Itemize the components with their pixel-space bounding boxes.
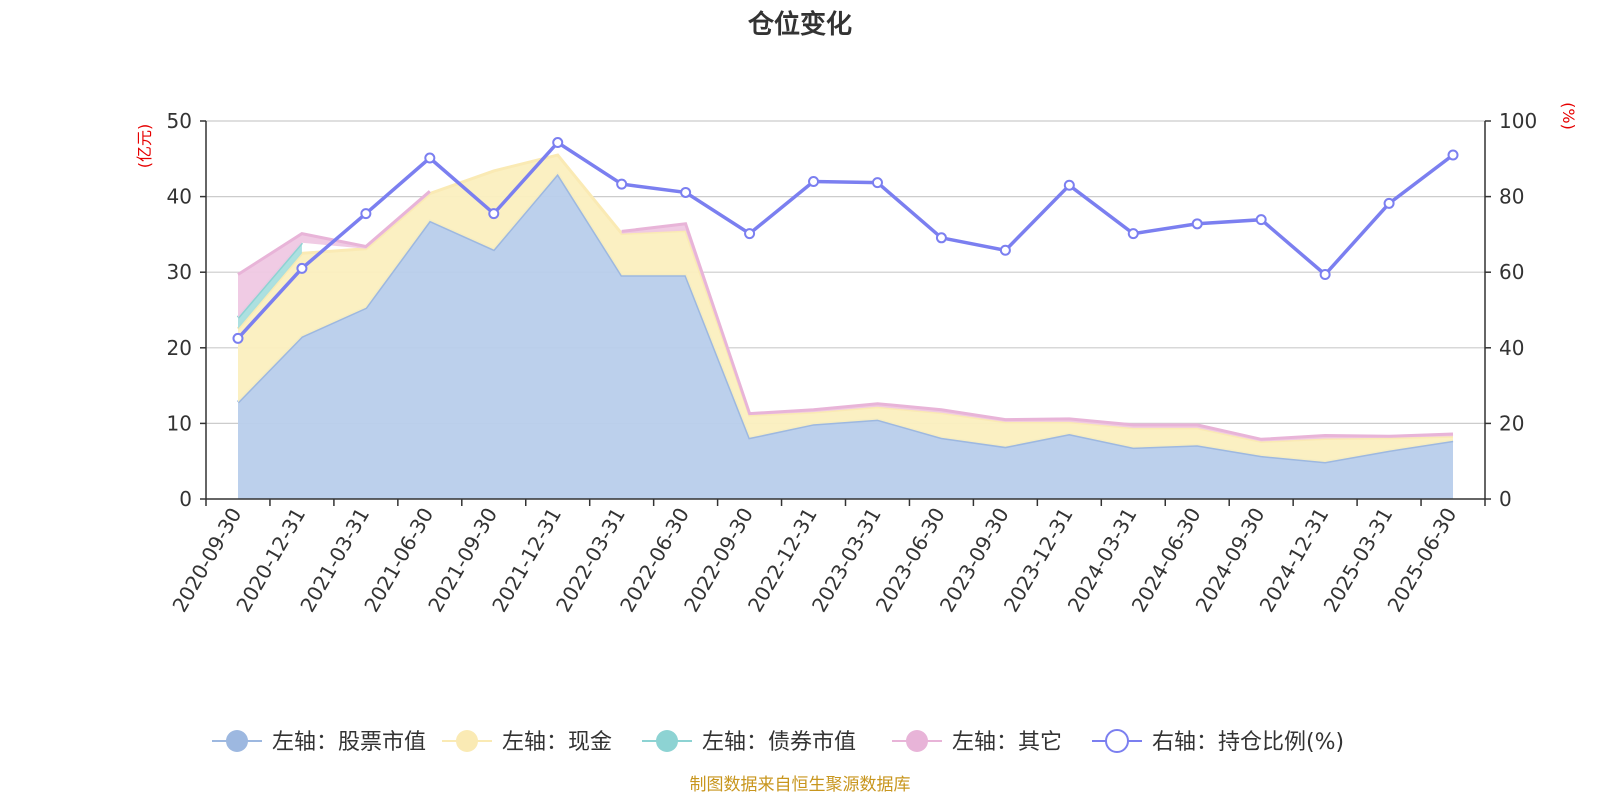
left-tick-label: 20 <box>167 336 192 360</box>
chart-title: 仓位变化 <box>747 9 852 40</box>
ratio-point <box>552 137 564 149</box>
right-tick-label: 100 <box>1499 109 1537 133</box>
ratio-point <box>935 232 947 244</box>
legend-item: 左轴：股票市值 <box>212 730 426 755</box>
ratio-point <box>1127 228 1139 240</box>
right-tick-label: 80 <box>1499 185 1524 209</box>
ratio-point <box>1063 179 1075 191</box>
legend-marker <box>226 730 248 752</box>
legend-label: 右轴：持仓比例(%) <box>1152 730 1344 755</box>
legend-marker <box>456 730 478 752</box>
ratio-point <box>1383 197 1395 209</box>
ratio-point <box>999 244 1011 256</box>
ratio-point <box>424 152 436 164</box>
area-top-line <box>621 222 1454 441</box>
ratio-point <box>744 228 756 240</box>
ratio-line-series <box>232 137 1459 344</box>
legend-item: 左轴：现金 <box>442 730 612 755</box>
area-fill <box>238 242 302 329</box>
ratio-point <box>808 175 820 187</box>
left-axis-unit: (亿元) <box>135 124 154 169</box>
left-tick-label: 30 <box>167 260 192 284</box>
legend-label: 左轴：现金 <box>502 730 612 755</box>
right-tick-label: 20 <box>1499 411 1524 435</box>
stacked-areas <box>236 153 1454 499</box>
left-tick-label: 0 <box>179 487 192 511</box>
legend: 左轴：股票市值 左轴：现金 左轴：债券市值 左轴：其它 右轴：持仓比例(%) <box>212 729 1344 755</box>
area-fill <box>238 173 1453 499</box>
right-axis-unit: (%) <box>1559 102 1578 130</box>
right-tick-label: 40 <box>1499 336 1524 360</box>
ratio-point <box>232 332 244 344</box>
ratio-point <box>680 186 692 198</box>
ratio-point <box>1255 214 1267 226</box>
left-tick-label: 40 <box>167 185 192 209</box>
ratio-point <box>488 208 500 220</box>
legend-item: 左轴：其它 <box>892 730 1062 755</box>
legend-marker <box>656 730 678 752</box>
right-tick-label: 60 <box>1499 260 1524 284</box>
right-tick-label: 0 <box>1499 487 1512 511</box>
ratio-point <box>871 177 883 189</box>
legend-label: 左轴：债券市值 <box>702 730 856 755</box>
legend-item: 左轴：债券市值 <box>642 730 856 755</box>
ratio-point <box>296 262 308 274</box>
left-tick-label: 10 <box>167 411 192 435</box>
source-note: 制图数据来自恒生聚源数据库 <box>690 775 911 795</box>
legend-marker <box>906 730 928 752</box>
area-fill <box>238 191 430 318</box>
ratio-point <box>1191 218 1203 230</box>
legend-label: 左轴：其它 <box>952 730 1062 755</box>
ratio-point <box>616 178 628 190</box>
left-tick-label: 50 <box>167 109 192 133</box>
ratio-line <box>236 140 1455 340</box>
ratio-point <box>360 208 372 220</box>
legend-item: 右轴：持仓比例(%) <box>1092 729 1344 755</box>
ratio-point <box>1447 149 1459 161</box>
legend-label: 左轴：股票市值 <box>272 730 426 755</box>
legend-marker <box>1105 729 1129 753</box>
ratio-point <box>1319 268 1331 280</box>
